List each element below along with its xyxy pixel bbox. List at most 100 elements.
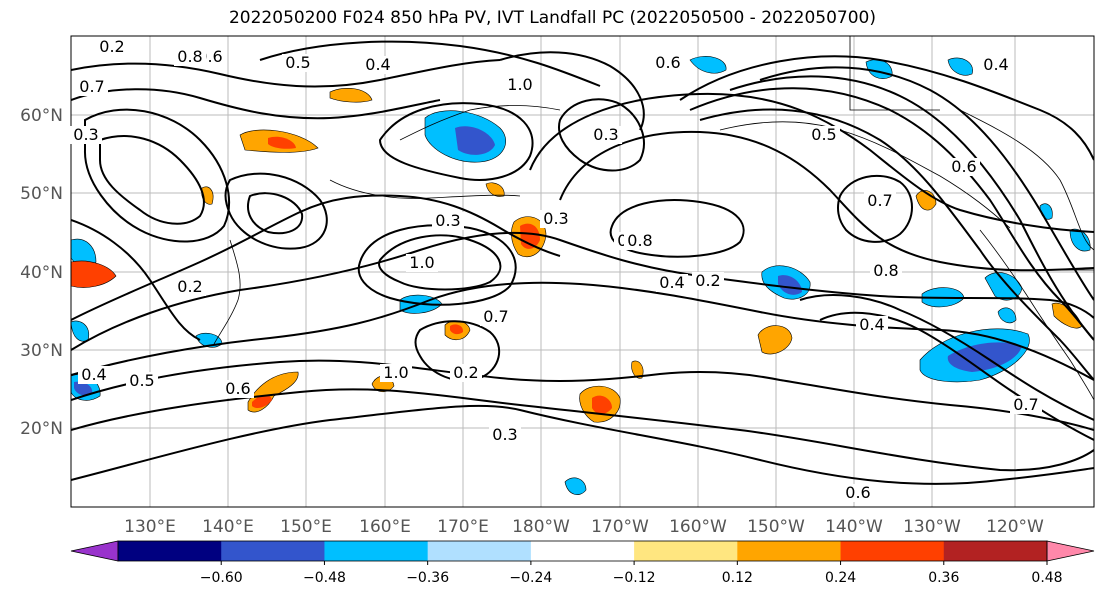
longitude-label: 160°W [669,517,727,537]
negative-anomaly [947,57,973,76]
contour-line [699,108,1094,381]
negative-anomaly-core [778,275,802,295]
contour-line [559,130,1094,272]
negative-anomaly [564,477,587,495]
contour-line [224,172,328,250]
contour-label-bg [96,38,128,56]
contour-label: 0.7 [483,307,508,326]
contour-label: 0.2 [177,277,202,296]
colorbar-tick-label: −0.24 [509,570,552,586]
contour-label-bg [1010,396,1042,414]
contour-label-bg [450,364,482,382]
colorbar-segment [840,541,945,561]
contour-line [689,87,1094,341]
longitude-label: 180°W [512,517,570,537]
colorbar-tick-label: 0.48 [1031,570,1062,586]
colorbar-tick-label: 0.24 [825,570,856,586]
contour-line [357,224,517,306]
colorbar-extension-high [1046,540,1095,562]
colorbar-segment [737,541,842,561]
negative-anomaly-core [74,381,93,396]
negative-anomaly [1069,228,1091,252]
contour-line [71,404,1094,485]
colorbar-segment [221,541,325,561]
contour-label: 0.6 [225,379,250,398]
contour-label-bg [808,126,840,144]
contour-label-bg [540,210,572,228]
colorbar-tick-label: −0.12 [613,570,656,586]
contour-label: 0.6 [951,157,976,176]
contour-line [679,55,1094,161]
coastline [719,121,1011,229]
contour-label: 0.5 [129,371,154,390]
contour-labels: 0.4 0.5 0.6 0.8 1.0 0.7 0.3 0.2 0.4 0.5 0.6 1.0 0.7 0… [70,37,1042,502]
contour-line [247,192,304,235]
contour-line [71,194,561,321]
contour-label: 1.0 [383,363,408,382]
coastline [399,105,561,141]
positive-anomaly [757,325,793,355]
contour-label: 0.6 [845,483,870,502]
latitude-label: 40°N [20,263,63,283]
contour-line [259,40,601,87]
coastline [959,109,1094,251]
latitude-label: 20°N [20,419,63,439]
longitude-label: 120°W [986,517,1044,537]
contour-label-bg [980,56,1012,74]
colorbar-tick-label: −0.48 [303,570,346,586]
coastline [329,179,521,199]
positive-anomaly [329,87,373,103]
colorbar-tick-label: 0.12 [722,570,753,586]
contour-label-bg [380,364,412,382]
contour-label-bg [76,78,108,96]
contour-line [799,294,1094,421]
positive-anomaly [631,360,644,379]
colorbar-tick-label: −0.60 [200,570,243,586]
colorbar-segment [530,541,635,561]
negative-anomaly [689,56,727,74]
contour-label-bg [174,48,206,66]
colorbar-segment [324,541,429,561]
contour-label: 0.4 [983,55,1008,74]
contour-label: 0.4 [859,315,884,334]
contour-label: 1.0 [409,253,434,272]
contour-line [609,199,745,258]
contour-line [529,92,1094,233]
longitude-label: 130°E [124,517,176,537]
colorbar-tick-label: 0.36 [928,570,959,586]
contour-label: 0.2 [453,363,478,382]
pv-contours [71,40,1094,485]
contour-label: 0.3 [593,125,618,144]
contour-label: 0.4 [81,365,106,384]
contour-label: 0.3 [492,425,517,444]
longitude-label: 150°E [280,517,332,537]
contour-label: 0.3 [73,125,98,144]
colorbar-segment [634,541,738,561]
contour-label: 0.4 [659,273,684,292]
colorbar-tick-label: −0.36 [406,570,449,586]
map-border [70,35,1095,508]
contour-label: 0.3 [435,211,460,230]
longitude-label: 160°E [359,517,411,537]
contour-label-bg [70,126,102,144]
contour-label-bg [842,484,874,502]
contour-line [71,88,441,120]
contour-label-bg [948,158,980,176]
contour-label: 0.7 [1013,395,1038,414]
longitude-labels: 130°E 140°E 150°E 160°E 170°E 180°W 170°W 160°W… [124,517,1044,537]
contour-label-bg [656,274,688,292]
contour-label: 0.7 [79,77,104,96]
contour-label-bg [652,54,684,72]
contour-line [71,231,1094,351]
contour-label-bg [864,192,896,210]
contour-label-bg [590,126,622,144]
contour-label-bg [856,316,888,334]
latitude-labels: 60°N 50°N 40°N 30°N 20°N [20,106,63,439]
contour-line [71,59,501,88]
colorbar-segment [427,541,532,561]
latitude-label: 50°N [20,184,63,204]
contour-label-bg [692,272,724,290]
longitude-label: 170°E [437,517,489,537]
contour-label: 0.2 [99,37,124,56]
